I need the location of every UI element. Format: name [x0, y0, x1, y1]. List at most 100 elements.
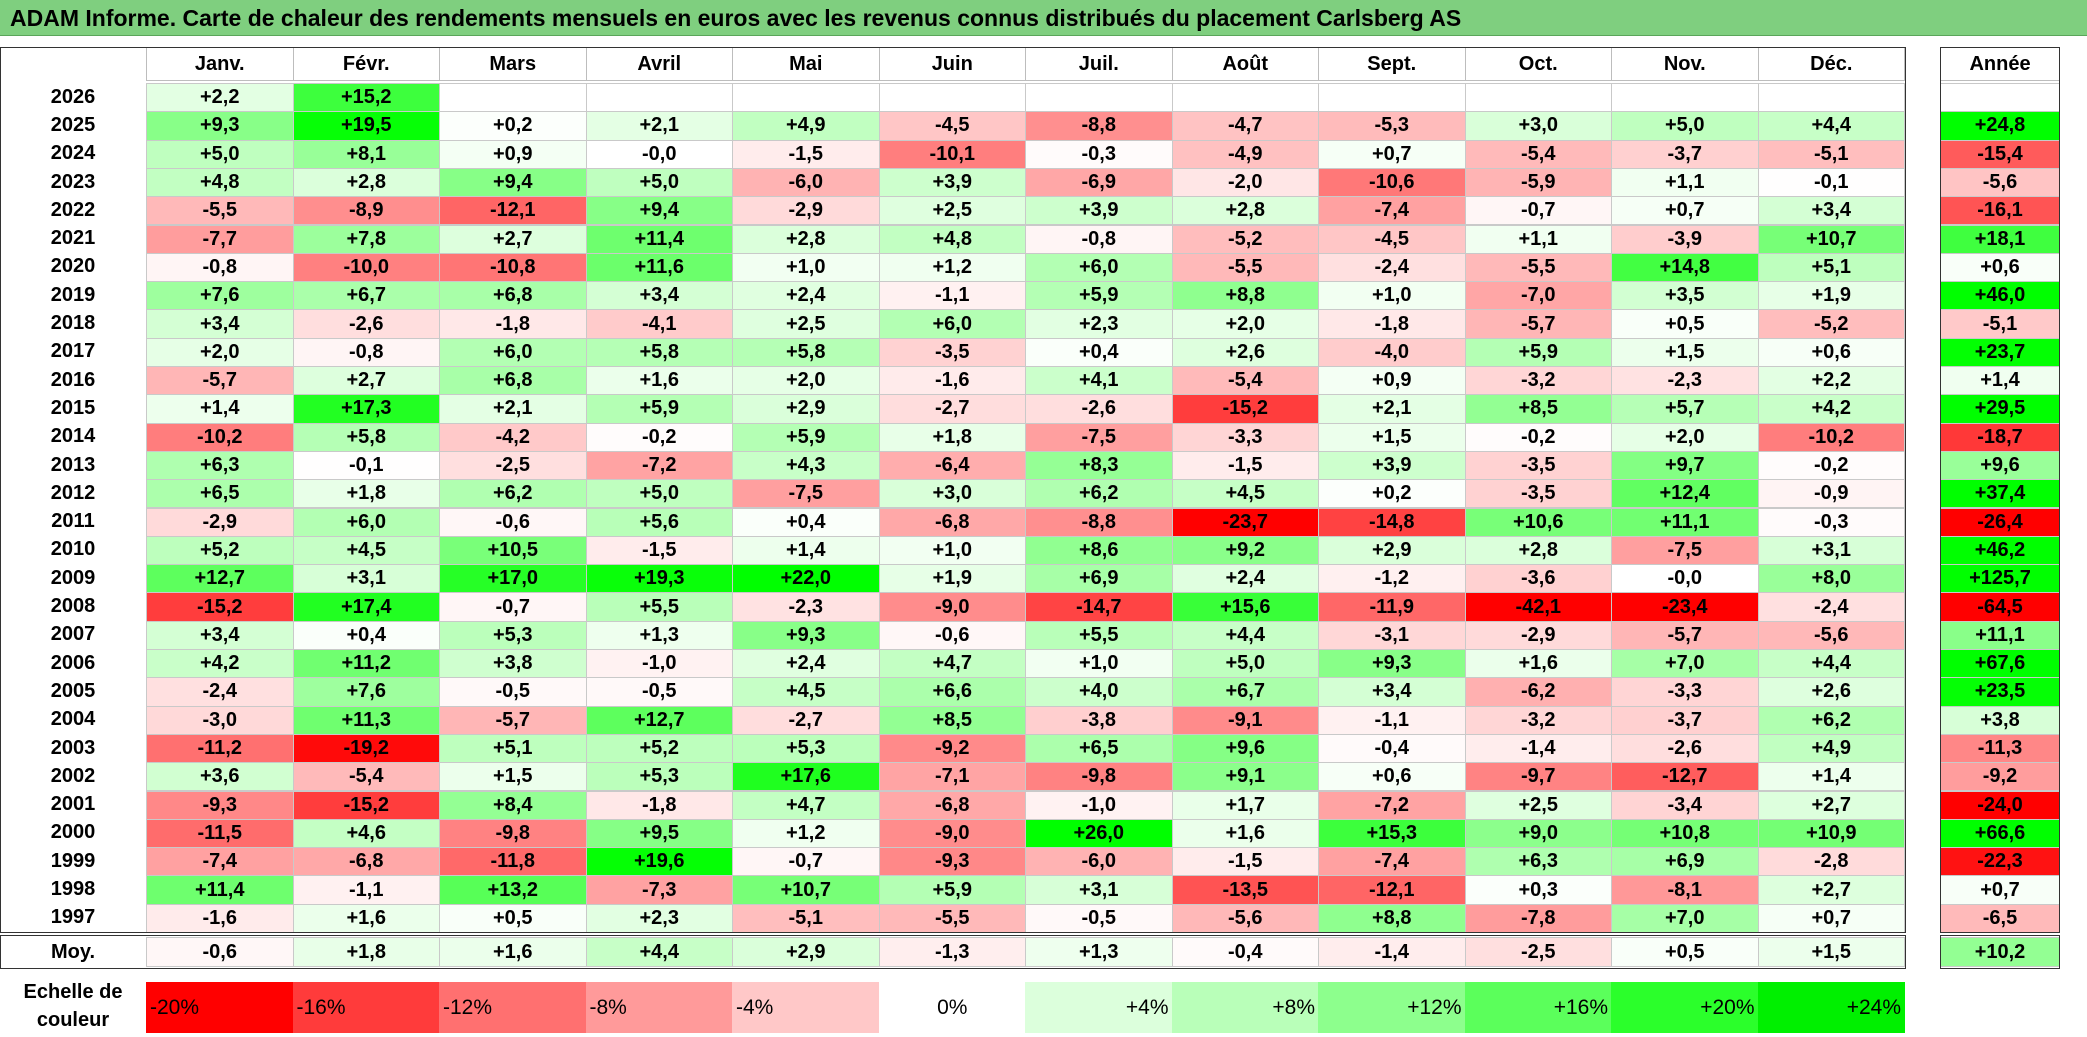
- heatmap-cell: +8,4: [439, 790, 587, 820]
- color-scale-step: +12%: [1318, 982, 1466, 1033]
- heatmap-cell: +4,7: [732, 790, 880, 820]
- row-year-label: 2018: [50, 312, 96, 335]
- heatmap-cell: +7,0: [1611, 903, 1759, 933]
- heatmap-cell: +0,4: [292, 620, 440, 650]
- heatmap-cell: -9,3: [878, 847, 1026, 877]
- heatmap-cell: -5,3: [1318, 111, 1466, 141]
- heatmap-cell: +15,3: [1318, 818, 1466, 849]
- heatmap-cell: +9,2: [1171, 535, 1319, 566]
- heatmap-cell: -10,2: [146, 422, 294, 452]
- month-header: Août: [1171, 47, 1319, 81]
- heatmap-cell: +1,2: [878, 252, 1026, 283]
- heatmap-cell: +10,7: [732, 875, 880, 905]
- heatmap-cell: -8,9: [292, 196, 440, 226]
- heatmap-cell: +4,5: [292, 535, 440, 566]
- heatmap-cell: +1,2: [732, 818, 880, 849]
- month-header: Juin: [878, 47, 1026, 81]
- heatmap-cell: [1171, 83, 1319, 113]
- heatmap-cell: +10,6: [1464, 507, 1612, 537]
- month-header: Juil.: [1025, 47, 1173, 81]
- heatmap-cell: +3,0: [1464, 111, 1612, 141]
- heatmap-cell: -0,7: [1464, 196, 1612, 226]
- heatmap-cell: +17,3: [292, 394, 440, 424]
- row-year-label: 2023: [50, 170, 96, 193]
- heatmap-cell: -9,0: [878, 818, 1026, 849]
- heatmap-cell: -7,5: [1025, 422, 1173, 452]
- heatmap-cell: -5,6: [1171, 903, 1319, 933]
- average-cell: +1,6: [439, 937, 587, 967]
- heatmap-cell: -11,8: [439, 847, 587, 877]
- heatmap-cell: [1611, 83, 1759, 113]
- annual-total-cell: +23,7: [1940, 337, 2060, 367]
- heatmap-cell: -7,8: [1464, 903, 1612, 933]
- heatmap-cell: -0,1: [292, 450, 440, 481]
- title-bar: ADAM Informe. Carte de chaleur des rende…: [0, 0, 2087, 36]
- annual-total-cell: -18,7: [1940, 422, 2060, 452]
- heatmap-cell: +1,0: [732, 252, 880, 283]
- row-year-label: 2009: [50, 566, 96, 589]
- heatmap-cell: +1,6: [585, 366, 733, 396]
- heatmap-cell: +1,6: [1464, 649, 1612, 679]
- heatmap-cell: -0,7: [732, 847, 880, 877]
- row-year-label: 2003: [50, 736, 96, 759]
- heatmap-cell: +0,4: [732, 507, 880, 537]
- heatmap-cell: -2,6: [1025, 394, 1173, 424]
- heatmap-cell: +11,4: [585, 224, 733, 254]
- color-scale-step: +20%: [1611, 982, 1759, 1033]
- heatmap-cell: +2,4: [732, 649, 880, 679]
- heatmap-cell: -3,9: [1611, 224, 1759, 254]
- annual-total-cell: +3,8: [1940, 705, 2060, 735]
- heatmap-cell: +6,2: [1757, 705, 1905, 735]
- heatmap-cell: +0,6: [1318, 762, 1466, 792]
- heatmap-cell: +1,5: [1318, 422, 1466, 452]
- heatmap-cell: +5,0: [146, 139, 294, 169]
- heatmap-cell: +5,2: [146, 535, 294, 566]
- heatmap-cell: -8,8: [1025, 507, 1173, 537]
- heatmap-cell: +1,4: [1757, 762, 1905, 792]
- heatmap-cell: -2,4: [146, 677, 294, 707]
- heatmap-cell: [1464, 83, 1612, 113]
- heatmap-cell: -5,4: [1464, 139, 1612, 169]
- heatmap-cell: +6,0: [292, 507, 440, 537]
- heatmap-cell: +2,2: [1757, 366, 1905, 396]
- heatmap-cell: +3,9: [1025, 196, 1173, 226]
- heatmap-cell: +2,5: [732, 309, 880, 339]
- heatmap-cell: +4,1: [1025, 366, 1173, 396]
- heatmap-cell: +1,5: [1611, 337, 1759, 367]
- heatmap-cell: +5,9: [878, 875, 1026, 905]
- heatmap-cell: -1,5: [585, 535, 733, 566]
- heatmap-cell: +2,8: [1171, 196, 1319, 226]
- row-year-label: 2000: [50, 821, 96, 844]
- annual-total-cell: +23,5: [1940, 677, 2060, 707]
- heatmap-cell: +3,4: [146, 620, 294, 650]
- heatmap-cell: +8,3: [1025, 450, 1173, 481]
- heatmap-cell: -14,8: [1318, 507, 1466, 537]
- heatmap-cell: +0,6: [1757, 337, 1905, 367]
- annual-total-cell: -16,1: [1940, 196, 2060, 226]
- average-cell: -0,4: [1171, 937, 1319, 967]
- heatmap-cell: -5,7: [1611, 620, 1759, 650]
- heatmap-cell: +8,5: [1464, 394, 1612, 424]
- heatmap-cell: -0,3: [1757, 507, 1905, 537]
- heatmap-cell: -3,3: [1611, 677, 1759, 707]
- heatmap-cell: +8,8: [1171, 281, 1319, 311]
- heatmap-cell: -12,1: [1318, 875, 1466, 905]
- heatmap-cell: -2,8: [1757, 847, 1905, 877]
- heatmap-cell: -0,8: [292, 337, 440, 367]
- annual-total-cell: +66,6: [1940, 818, 2060, 849]
- heatmap-cell: -5,5: [146, 196, 294, 226]
- heatmap-cell: +1,6: [1171, 818, 1319, 849]
- heatmap-cell: +4,3: [732, 450, 880, 481]
- heatmap-cell: -0,2: [1757, 450, 1905, 481]
- color-scale-step: +8%: [1171, 982, 1319, 1033]
- heatmap-cell: -2,7: [732, 705, 880, 735]
- heatmap-cell: -4,9: [1171, 139, 1319, 169]
- annual-total-cell: -24,0: [1940, 790, 2060, 820]
- heatmap-cell: +6,0: [878, 309, 1026, 339]
- heatmap-cell: +4,7: [878, 649, 1026, 679]
- heatmap-cell: -1,1: [1318, 705, 1466, 735]
- row-year-label: 2016: [50, 368, 96, 391]
- heatmap-cell: +3,4: [146, 309, 294, 339]
- heatmap-cell: -15,2: [1171, 394, 1319, 424]
- heatmap-cell: +10,5: [439, 535, 587, 566]
